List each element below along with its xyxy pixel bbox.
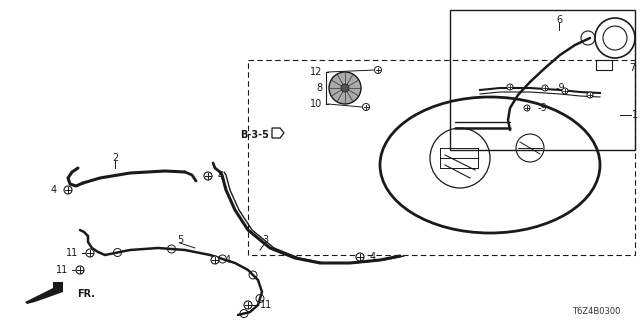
Text: 4: 4 [370,252,376,262]
Text: 2: 2 [112,153,118,163]
Circle shape [356,253,364,261]
Circle shape [204,172,212,180]
Circle shape [329,72,361,104]
Circle shape [587,92,593,98]
Text: 4: 4 [218,171,224,181]
Bar [450,10,635,150]
Text: T6Z4B0300: T6Z4B0300 [572,308,620,316]
Circle shape [362,103,369,110]
Text: -9: -9 [556,83,566,93]
Text: 7: 7 [629,63,635,73]
Text: FR.: FR. [77,289,95,299]
Text: 6: 6 [556,15,562,25]
Text: 11: 11 [56,265,68,275]
Text: -9: -9 [538,103,548,113]
Bar [596,60,612,70]
Circle shape [374,67,381,74]
Circle shape [562,88,568,94]
Circle shape [211,256,219,264]
Text: 12: 12 [310,67,322,77]
Circle shape [244,301,252,309]
Text: 8: 8 [316,83,322,93]
Circle shape [542,85,548,91]
Circle shape [64,186,72,194]
Text: 5: 5 [177,235,183,245]
Text: 11: 11 [260,300,272,310]
Circle shape [341,84,349,92]
Text: 11: 11 [66,248,78,258]
Text: 4: 4 [51,185,57,195]
Text: 4: 4 [225,255,231,265]
Polygon shape [25,282,63,304]
Text: 10: 10 [310,99,322,109]
Circle shape [507,84,513,90]
Circle shape [86,249,94,257]
Bar [248,60,635,255]
Circle shape [76,266,84,274]
Text: 3: 3 [262,235,268,245]
Text: B-3-5: B-3-5 [241,130,269,140]
Circle shape [524,105,530,111]
Text: 1: 1 [632,110,638,120]
